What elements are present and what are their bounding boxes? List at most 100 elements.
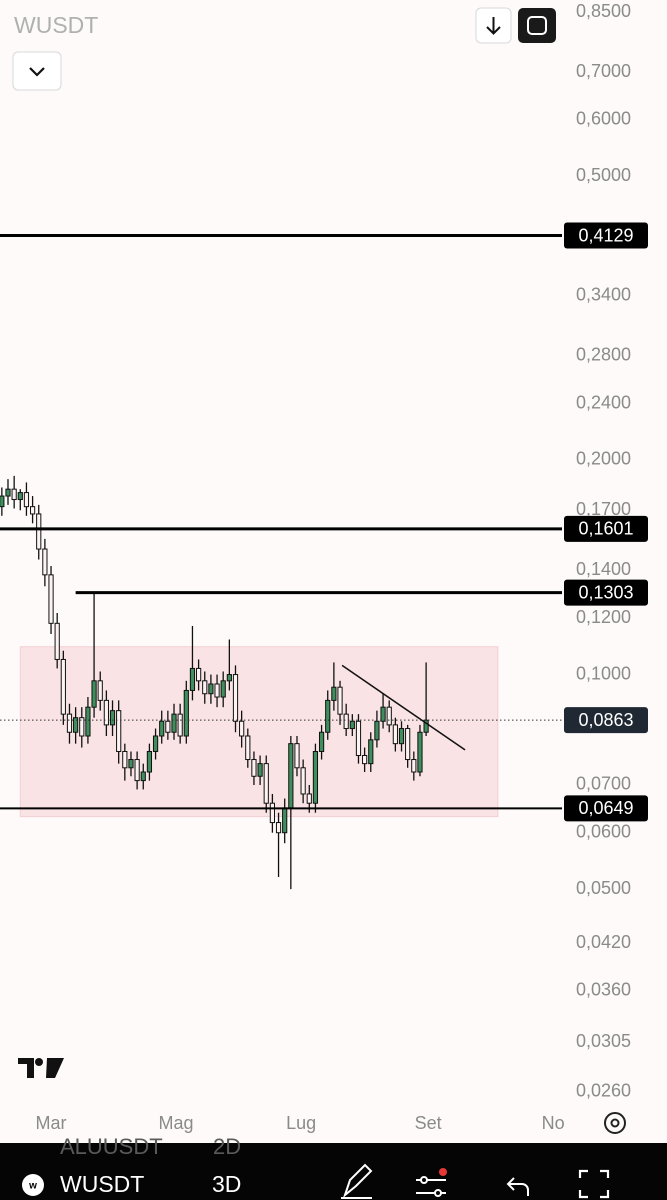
level-box — [564, 515, 648, 542]
candle-body — [17, 492, 23, 501]
undo-button[interactable] — [506, 1177, 529, 1196]
candle-body — [331, 686, 337, 701]
y-tick-label: 0,8500 — [576, 1, 631, 21]
level-label: 0,1303 — [578, 582, 633, 602]
y-tick-label: 0,0360 — [576, 980, 631, 1000]
last-price-label: 0,0863 — [578, 710, 633, 730]
candle-body — [325, 699, 331, 733]
y-tick-label: 0,3400 — [576, 284, 631, 304]
candle-body — [232, 674, 239, 722]
candle-body — [97, 680, 103, 701]
y-tick-label: 0,2800 — [576, 345, 631, 365]
symbol-button[interactable]: WUSDT — [60, 1171, 144, 1197]
candle-body — [355, 720, 362, 756]
y-tick-label: 0,0500 — [576, 878, 631, 898]
plot-area — [0, 475, 562, 890]
screenshot-button[interactable] — [518, 8, 556, 43]
x-tick-label: Set — [415, 1113, 442, 1133]
candle-body — [73, 717, 79, 733]
fullscreen-button[interactable] — [578, 1169, 610, 1199]
candle-body — [152, 735, 159, 752]
candle-body — [208, 683, 214, 695]
candle-body — [48, 574, 54, 624]
ghost-symbol: ALUUSDT — [60, 1134, 163, 1159]
candle-body — [245, 735, 251, 761]
y-tick-label: 0,0700 — [576, 774, 631, 794]
candle-body — [196, 667, 202, 682]
last-price-box — [564, 707, 648, 734]
candle-body — [386, 706, 392, 726]
candle-body — [349, 720, 355, 730]
x-tick-label: No — [542, 1113, 565, 1133]
y-tick-label: 0,6000 — [576, 109, 631, 129]
candle-body — [306, 793, 312, 804]
candle-body — [214, 683, 220, 698]
candle-body — [23, 492, 30, 508]
candle-body — [251, 759, 257, 777]
interval-button[interactable]: 3D — [212, 1171, 241, 1197]
y-tick-label: 0,5000 — [576, 165, 631, 185]
candle-body — [423, 719, 429, 733]
candle-body — [116, 710, 122, 752]
candle-body — [11, 488, 17, 501]
candle-body — [392, 724, 398, 745]
candle-body — [417, 731, 423, 773]
y-tick-label: 0,0420 — [576, 932, 631, 952]
symbol-title: WUSDT — [14, 12, 98, 38]
level-label: 0,4129 — [578, 225, 633, 245]
settings-button[interactable] — [604, 1112, 626, 1134]
y-tick-label: 0,0600 — [576, 821, 631, 841]
y-tick-label: 0,1400 — [576, 559, 631, 579]
candle-body — [374, 720, 380, 741]
level-label: 0,1601 — [578, 519, 633, 539]
candle-body — [146, 750, 153, 773]
svg-text:w: w — [28, 1181, 37, 1192]
tv-logo — [18, 1058, 64, 1078]
candle-body — [171, 713, 177, 733]
candle-body — [85, 706, 91, 737]
candle-body — [159, 720, 165, 737]
drawing-tool-button[interactable] — [341, 1163, 373, 1199]
x-tick-label: Mag — [159, 1113, 194, 1133]
candle-body — [275, 822, 282, 834]
symbol-logo: w — [22, 1174, 44, 1196]
candle-body — [202, 680, 208, 695]
trendline — [341, 664, 466, 751]
candle-body — [263, 763, 269, 804]
candle-body — [183, 689, 189, 737]
candle-body — [91, 680, 97, 708]
y-tick-label: 0,2400 — [576, 392, 631, 412]
candle-body — [189, 667, 196, 691]
candle-body — [122, 750, 128, 769]
candle-body — [165, 720, 171, 733]
candle-body — [343, 713, 349, 730]
candle-body — [42, 548, 48, 576]
candle-body — [66, 713, 73, 733]
candle-body — [282, 807, 288, 834]
candle-body — [294, 743, 300, 769]
candle-body — [5, 488, 11, 497]
candle-body — [140, 771, 146, 782]
candle-body — [109, 710, 116, 726]
candle-body — [318, 731, 325, 752]
y-tick-label: 0,7000 — [576, 61, 631, 81]
y-tick-label: 0,0305 — [576, 1031, 631, 1051]
bottom-toolbar — [0, 1143, 667, 1200]
indicators-button[interactable] — [416, 1168, 447, 1197]
candle-body — [411, 759, 417, 773]
candle-body — [398, 728, 405, 745]
candle-body — [337, 686, 343, 715]
download-button[interactable] — [475, 7, 512, 44]
level-box — [564, 222, 648, 249]
candle-body — [380, 706, 386, 722]
candle-body — [257, 763, 263, 777]
dropdown-button[interactable] — [12, 51, 62, 91]
candle-body — [0, 495, 5, 508]
price-axis: 0,8500 0,7000 0,6000 0,5000 0,3400 0,2800 0,24… — [576, 1, 631, 1101]
candle-body — [177, 713, 183, 737]
candle-body — [239, 720, 245, 737]
y-tick-label: 0,1000 — [576, 663, 631, 683]
candle-body — [134, 759, 140, 782]
